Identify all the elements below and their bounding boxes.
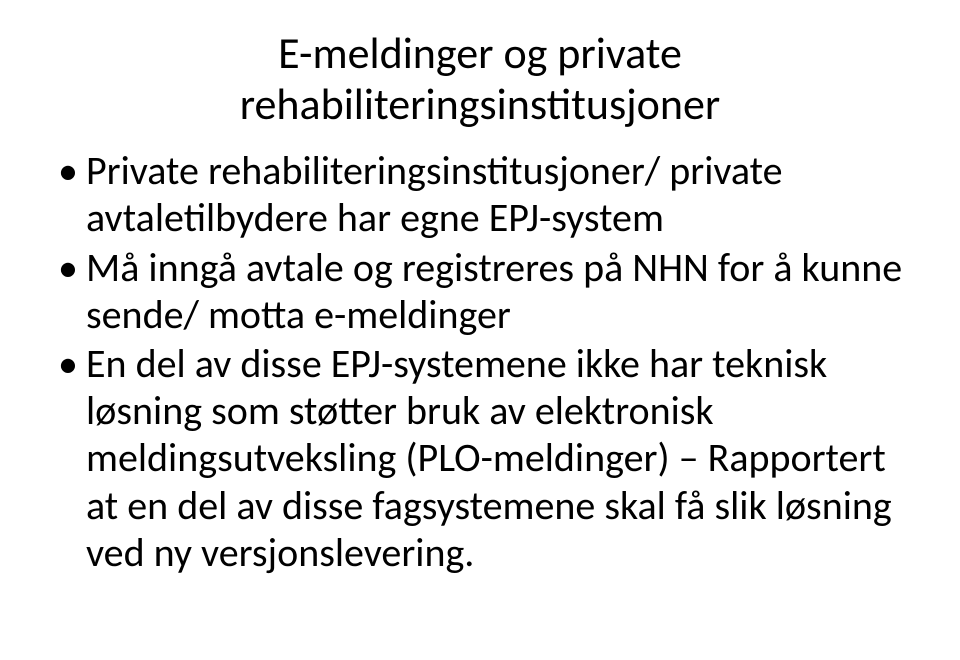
- bullet-list: Private rehabiliteringsinstitusjoner/ pr…: [52, 147, 908, 576]
- slide-title: E-meldinger og private rehabiliteringsin…: [52, 28, 908, 129]
- bullet-text: Må inngå avtale og registreres på NHN fo…: [86, 243, 902, 339]
- title-line-2: rehabiliteringsinstitusjoner: [240, 77, 720, 131]
- bullet-text: Private rehabiliteringsinstitusjoner/ pr…: [86, 146, 783, 242]
- list-item: En del av disse EPJ-systemene ikke har t…: [52, 340, 908, 576]
- title-line-1: E-meldinger og private: [278, 26, 682, 80]
- slide: E-meldinger og private rehabiliteringsin…: [0, 0, 960, 660]
- bullet-text: En del av disse EPJ-systemene ikke har t…: [86, 339, 892, 577]
- list-item: Må inngå avtale og registreres på NHN fo…: [52, 244, 908, 338]
- list-item: Private rehabiliteringsinstitusjoner/ pr…: [52, 147, 908, 241]
